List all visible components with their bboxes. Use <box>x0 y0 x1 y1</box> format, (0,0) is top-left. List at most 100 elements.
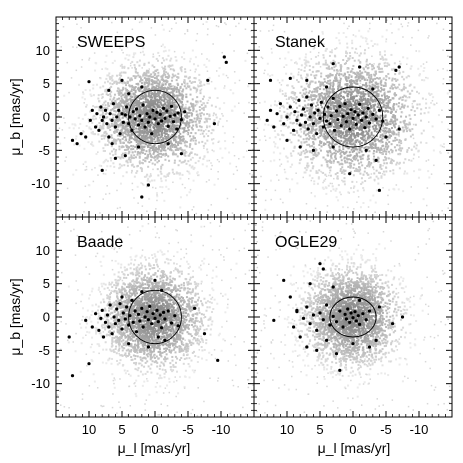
density-point <box>198 79 201 82</box>
density-point <box>173 95 176 98</box>
density-point <box>135 104 138 107</box>
density-point <box>191 209 194 211</box>
data-point <box>156 122 160 126</box>
density-point <box>112 140 115 143</box>
density-point <box>191 147 194 150</box>
density-point <box>194 77 197 80</box>
density-point <box>226 120 228 122</box>
density-point <box>137 113 140 116</box>
data-point <box>84 135 88 139</box>
density-point <box>155 57 158 60</box>
density-point <box>108 76 111 79</box>
density-point <box>389 98 392 101</box>
density-point <box>175 172 178 175</box>
density-point <box>168 104 171 107</box>
density-point <box>196 32 199 35</box>
density-point <box>184 80 186 82</box>
density-point <box>167 54 170 57</box>
density-point <box>108 141 111 144</box>
density-point <box>118 107 121 110</box>
density-point <box>105 158 108 161</box>
density-point <box>165 111 168 114</box>
density-point <box>199 84 202 87</box>
density-point <box>173 89 176 92</box>
density-point <box>373 67 376 70</box>
density-point <box>120 126 122 128</box>
density-point <box>84 137 87 140</box>
density-point <box>334 154 337 157</box>
density-point <box>350 88 353 91</box>
density-point <box>172 153 175 156</box>
density-point <box>291 97 294 100</box>
density-point <box>185 141 188 144</box>
data-point <box>95 112 99 116</box>
density-point <box>172 110 175 113</box>
density-point <box>163 135 166 138</box>
density-point <box>205 118 208 121</box>
density-point <box>140 20 143 23</box>
density-point <box>170 108 173 111</box>
density-point <box>370 75 373 78</box>
density-point <box>364 70 367 73</box>
density-point <box>235 25 237 28</box>
density-point <box>171 73 174 76</box>
density-point <box>206 159 209 162</box>
density-point <box>196 96 199 99</box>
density-point <box>384 145 387 148</box>
density-point <box>133 93 136 96</box>
density-point <box>342 141 345 144</box>
density-point <box>102 147 105 150</box>
density-point <box>206 33 209 36</box>
density-point <box>167 188 170 191</box>
density-point <box>350 122 353 125</box>
density-point <box>315 87 318 90</box>
density-point <box>382 84 385 87</box>
density-point <box>207 144 209 146</box>
density-point <box>326 92 329 95</box>
density-point <box>170 87 173 90</box>
density-point <box>145 131 148 134</box>
density-point <box>401 103 404 106</box>
density-point <box>329 87 332 90</box>
density-point <box>153 110 156 113</box>
density-point <box>146 104 149 107</box>
density-point <box>284 92 287 95</box>
density-point <box>159 89 162 92</box>
density-point <box>182 118 185 121</box>
density-point <box>91 131 94 134</box>
density-point <box>359 95 362 98</box>
density-point <box>136 61 139 64</box>
density-point <box>342 180 345 183</box>
density-point <box>216 123 219 126</box>
density-point <box>170 79 173 82</box>
density-point <box>212 114 215 117</box>
density-point <box>97 174 99 176</box>
density-point <box>118 148 121 151</box>
density-point <box>258 139 261 142</box>
density-point <box>116 130 119 133</box>
density-point <box>108 87 111 90</box>
density-point <box>134 121 137 124</box>
density-point <box>173 133 176 136</box>
density-point <box>168 94 171 97</box>
density-point <box>397 105 400 108</box>
density-point <box>384 166 387 169</box>
density-point <box>194 143 197 146</box>
density-point <box>430 93 433 96</box>
density-point <box>151 64 154 67</box>
density-point <box>368 87 371 90</box>
density-point <box>148 160 151 163</box>
density-point <box>140 145 143 148</box>
density-point <box>147 106 150 109</box>
density-point <box>386 95 389 98</box>
density-point <box>206 112 209 115</box>
density-point <box>171 168 174 171</box>
density-point <box>114 142 117 145</box>
density-point <box>102 123 105 126</box>
density-point <box>175 98 178 101</box>
density-point <box>84 113 87 116</box>
density-point <box>195 212 198 215</box>
density-point <box>331 100 334 103</box>
density-point <box>381 106 384 109</box>
density-point <box>307 119 310 122</box>
